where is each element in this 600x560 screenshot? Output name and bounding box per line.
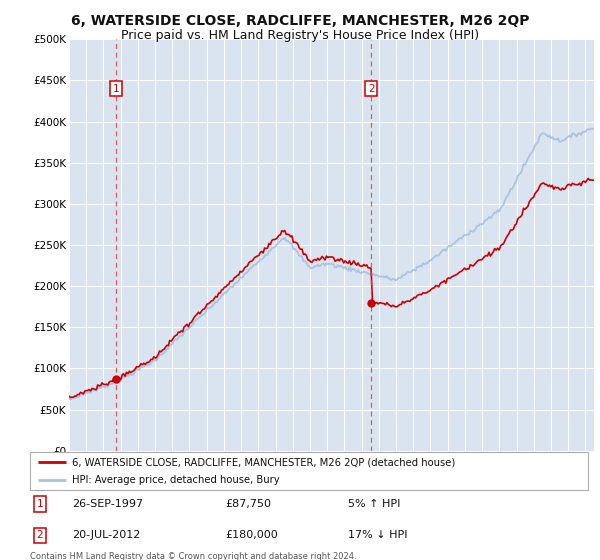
FancyBboxPatch shape bbox=[30, 452, 588, 490]
Text: £87,750: £87,750 bbox=[226, 499, 271, 509]
Text: 5% ↑ HPI: 5% ↑ HPI bbox=[348, 499, 400, 509]
Text: Price paid vs. HM Land Registry's House Price Index (HPI): Price paid vs. HM Land Registry's House … bbox=[121, 29, 479, 42]
Text: 26-SEP-1997: 26-SEP-1997 bbox=[72, 499, 143, 509]
Text: 2: 2 bbox=[37, 530, 43, 540]
Text: £180,000: £180,000 bbox=[226, 530, 278, 540]
Text: 1: 1 bbox=[113, 83, 119, 94]
Text: 6, WATERSIDE CLOSE, RADCLIFFE, MANCHESTER, M26 2QP (detached house): 6, WATERSIDE CLOSE, RADCLIFFE, MANCHESTE… bbox=[72, 457, 455, 467]
Text: 6, WATERSIDE CLOSE, RADCLIFFE, MANCHESTER, M26 2QP: 6, WATERSIDE CLOSE, RADCLIFFE, MANCHESTE… bbox=[71, 14, 529, 28]
Text: Contains HM Land Registry data © Crown copyright and database right 2024.
This d: Contains HM Land Registry data © Crown c… bbox=[30, 552, 356, 560]
Text: HPI: Average price, detached house, Bury: HPI: Average price, detached house, Bury bbox=[72, 475, 280, 485]
Text: 1: 1 bbox=[37, 499, 43, 509]
Text: 20-JUL-2012: 20-JUL-2012 bbox=[72, 530, 140, 540]
Text: 17% ↓ HPI: 17% ↓ HPI bbox=[348, 530, 407, 540]
Text: 2: 2 bbox=[368, 83, 374, 94]
